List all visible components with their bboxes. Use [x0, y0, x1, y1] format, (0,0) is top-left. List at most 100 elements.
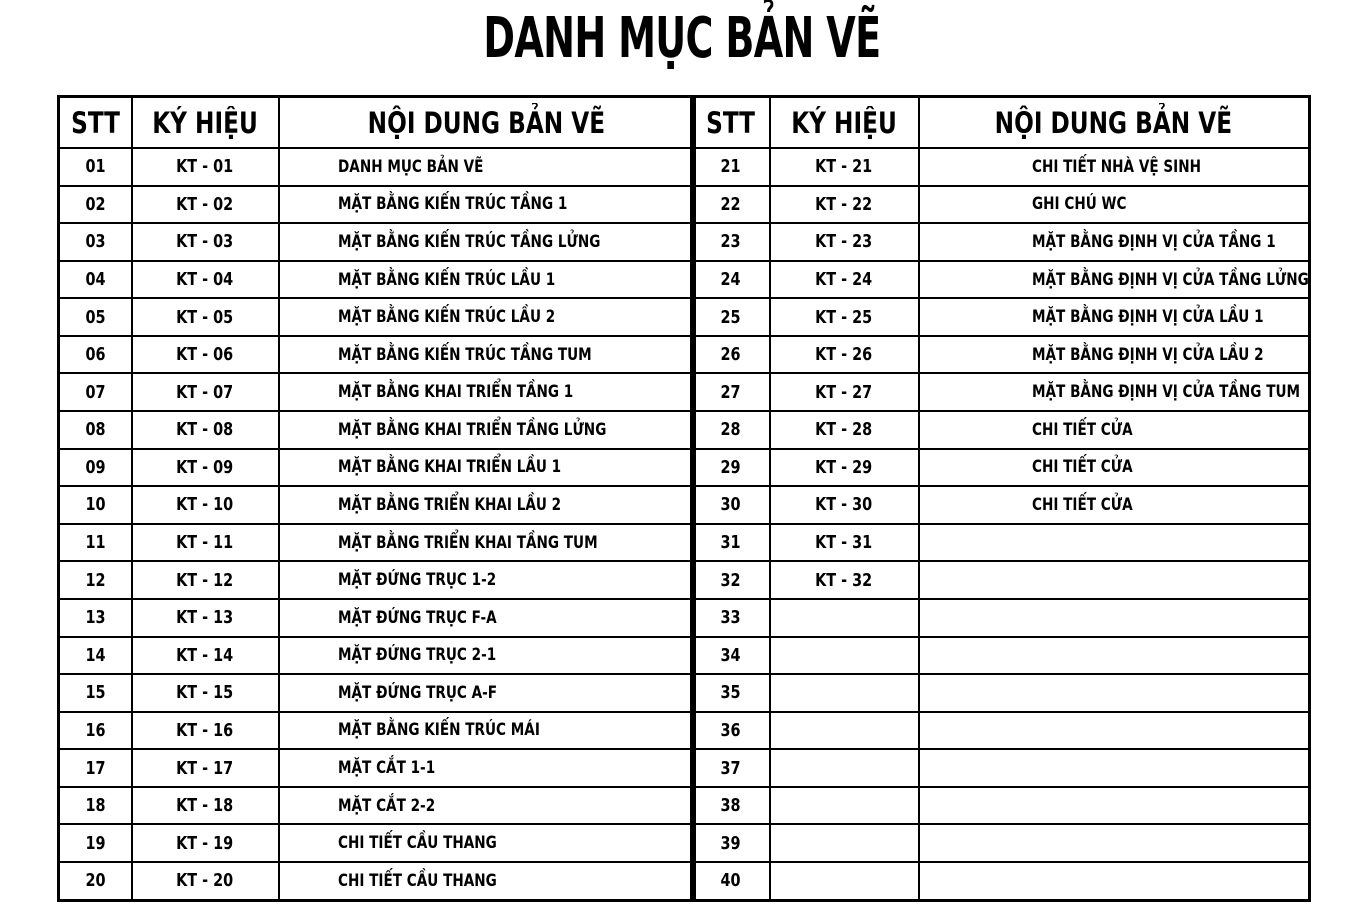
- table-row: 09 KT - 09 MẶT BẰNG KHAI TRIỂN LẦU 1: [57, 447, 696, 488]
- table-row: 18 KT - 18 MẶT CẮT 2-2: [57, 785, 696, 826]
- stt-cell-text: 07: [85, 381, 106, 403]
- stt-cell: 33: [690, 597, 771, 638]
- content-cell-text: MẶT BẰNG ĐỊNH VỊ CỬA LẦU 1: [1031, 307, 1264, 328]
- stt-cell: 32: [690, 560, 771, 600]
- code-cell: [768, 710, 920, 751]
- code-cell: KT - 10: [130, 485, 280, 525]
- stt-cell-text: 37: [720, 757, 741, 779]
- table-row: 35: [690, 673, 1311, 713]
- content-cell: MẶT CẮT 2-2: [277, 785, 696, 826]
- code-cell: KT - 08: [130, 410, 280, 450]
- stt-cell: 23: [690, 222, 771, 262]
- stt-cell-text: 15: [85, 682, 106, 704]
- content-cell: [917, 560, 1311, 600]
- column-header-ky-hieu: KÝ HIỆU: [768, 95, 920, 149]
- code-cell-text: KT - 20: [176, 870, 234, 892]
- code-cell: [768, 785, 920, 826]
- code-cell-text: KT - 19: [176, 832, 234, 854]
- stt-cell: 14: [57, 635, 133, 676]
- stt-cell-text: 22: [720, 193, 741, 215]
- stt-cell-text: 33: [720, 607, 741, 629]
- stt-cell: 21: [690, 147, 771, 187]
- content-cell-text: MẶT ĐỨNG TRỤC F-A: [337, 607, 497, 628]
- code-cell-text: KT - 01: [176, 156, 234, 178]
- code-cell-text: KT - 13: [176, 607, 234, 629]
- content-cell-text: CHI TIẾT CỬA: [1031, 494, 1133, 515]
- stt-cell-text: 28: [720, 419, 741, 441]
- content-cell: MẶT ĐỨNG TRỤC A-F: [277, 673, 696, 713]
- code-cell-text: KT - 02: [176, 193, 234, 215]
- table-row: 02 KT - 02 MẶT BẰNG KIẾN TRÚC TẦNG 1: [57, 184, 696, 225]
- code-cell-text: KT - 12: [176, 569, 234, 591]
- content-cell: MẶT BẰNG KHAI TRIỂN LẦU 1: [277, 447, 696, 488]
- code-cell: KT - 12: [130, 560, 280, 600]
- code-cell: [768, 748, 920, 788]
- code-cell: KT - 03: [130, 222, 280, 262]
- code-cell-text: KT - 11: [176, 532, 234, 554]
- stt-cell: 24: [690, 259, 771, 300]
- table-row: 28 KT - 28 CHI TIẾT CỬA: [690, 410, 1311, 450]
- stt-cell-text: 21: [720, 156, 741, 178]
- content-cell: DANH MỤC BẢN VẼ: [277, 147, 696, 187]
- table-row: 25 KT - 25 MẶT BẰNG ĐỊNH VỊ CỬA LẦU 1: [690, 297, 1311, 337]
- stt-cell-text: 17: [85, 757, 106, 779]
- code-cell-text: KT - 14: [176, 644, 234, 666]
- code-cell-text: KT - 24: [815, 269, 873, 291]
- stt-cell: 06: [57, 334, 133, 375]
- stt-cell-text: 04: [85, 269, 106, 291]
- code-cell: KT - 28: [768, 410, 920, 450]
- table-row: 40: [690, 860, 1311, 902]
- content-cell-text: MẶT BẰNG KIẾN TRÚC TẦNG LỬNG: [337, 231, 600, 252]
- content-cell: MẶT BẰNG KIẾN TRÚC MÁI: [277, 710, 696, 751]
- code-cell: KT - 14: [130, 635, 280, 676]
- code-cell: [768, 860, 920, 902]
- code-cell: [768, 635, 920, 676]
- code-cell: KT - 17: [130, 748, 280, 788]
- stt-cell: 36: [690, 710, 771, 751]
- content-cell-text: MẶT BẰNG KIẾN TRÚC TẦNG TUM: [337, 344, 592, 365]
- stt-cell-text: 34: [720, 644, 741, 666]
- stt-cell: 12: [57, 560, 133, 600]
- content-cell: CHI TIẾT CỬA: [917, 410, 1311, 450]
- stt-cell: 17: [57, 748, 133, 788]
- content-cell-text: DANH MỤC BẢN VẼ: [337, 156, 483, 177]
- stt-cell: 20: [57, 860, 133, 902]
- code-cell: KT - 26: [768, 334, 920, 375]
- stt-cell-text: 12: [85, 569, 106, 591]
- code-cell: KT - 20: [130, 860, 280, 902]
- content-cell: MẶT BẰNG KIẾN TRÚC TẦNG TUM: [277, 334, 696, 375]
- content-cell: [917, 597, 1311, 638]
- stt-cell: 19: [57, 823, 133, 863]
- code-cell: KT - 24: [768, 259, 920, 300]
- content-cell: MẶT BẰNG KHAI TRIỂN TẦNG 1: [277, 372, 696, 413]
- stt-cell-text: 36: [720, 719, 741, 741]
- code-cell-text: KT - 04: [176, 269, 234, 291]
- stt-cell: 37: [690, 748, 771, 788]
- stt-cell-text: 01: [85, 156, 106, 178]
- stt-cell: 04: [57, 259, 133, 300]
- code-cell-text: KT - 31: [815, 532, 873, 554]
- content-cell-text: MẶT ĐỨNG TRỤC A-F: [337, 682, 497, 703]
- code-cell: KT - 05: [130, 297, 280, 337]
- code-cell: KT - 04: [130, 259, 280, 300]
- stt-cell: 13: [57, 597, 133, 638]
- code-cell-text: KT - 09: [176, 456, 234, 478]
- code-cell: KT - 11: [130, 522, 280, 563]
- code-cell: KT - 07: [130, 372, 280, 413]
- table-row: 03 KT - 03 MẶT BẰNG KIẾN TRÚC TẦNG LỬNG: [57, 222, 696, 262]
- stt-cell: 27: [690, 372, 771, 413]
- stt-cell: 29: [690, 447, 771, 488]
- stt-cell: 35: [690, 673, 771, 713]
- table-row: 34: [690, 635, 1311, 676]
- content-cell: CHI TIẾT CỬA: [917, 485, 1311, 525]
- code-cell-text: KT - 26: [815, 344, 873, 366]
- table-row: 12 KT - 12 MẶT ĐỨNG TRỤC 1-2: [57, 560, 696, 600]
- content-cell: CHI TIẾT CỬA: [917, 447, 1311, 488]
- column-header-ky-hieu: KÝ HIỆU: [130, 95, 280, 149]
- content-cell: MẶT ĐỨNG TRỤC 2-1: [277, 635, 696, 676]
- code-cell-text: KT - 16: [176, 719, 234, 741]
- content-cell-text: CHI TIẾT CẦU THANG: [337, 870, 497, 891]
- code-cell-text: KT - 30: [815, 494, 873, 516]
- content-cell: MẶT BẰNG ĐỊNH VỊ CỬA TẦNG LỬNG: [917, 259, 1311, 300]
- code-cell: KT - 16: [130, 710, 280, 751]
